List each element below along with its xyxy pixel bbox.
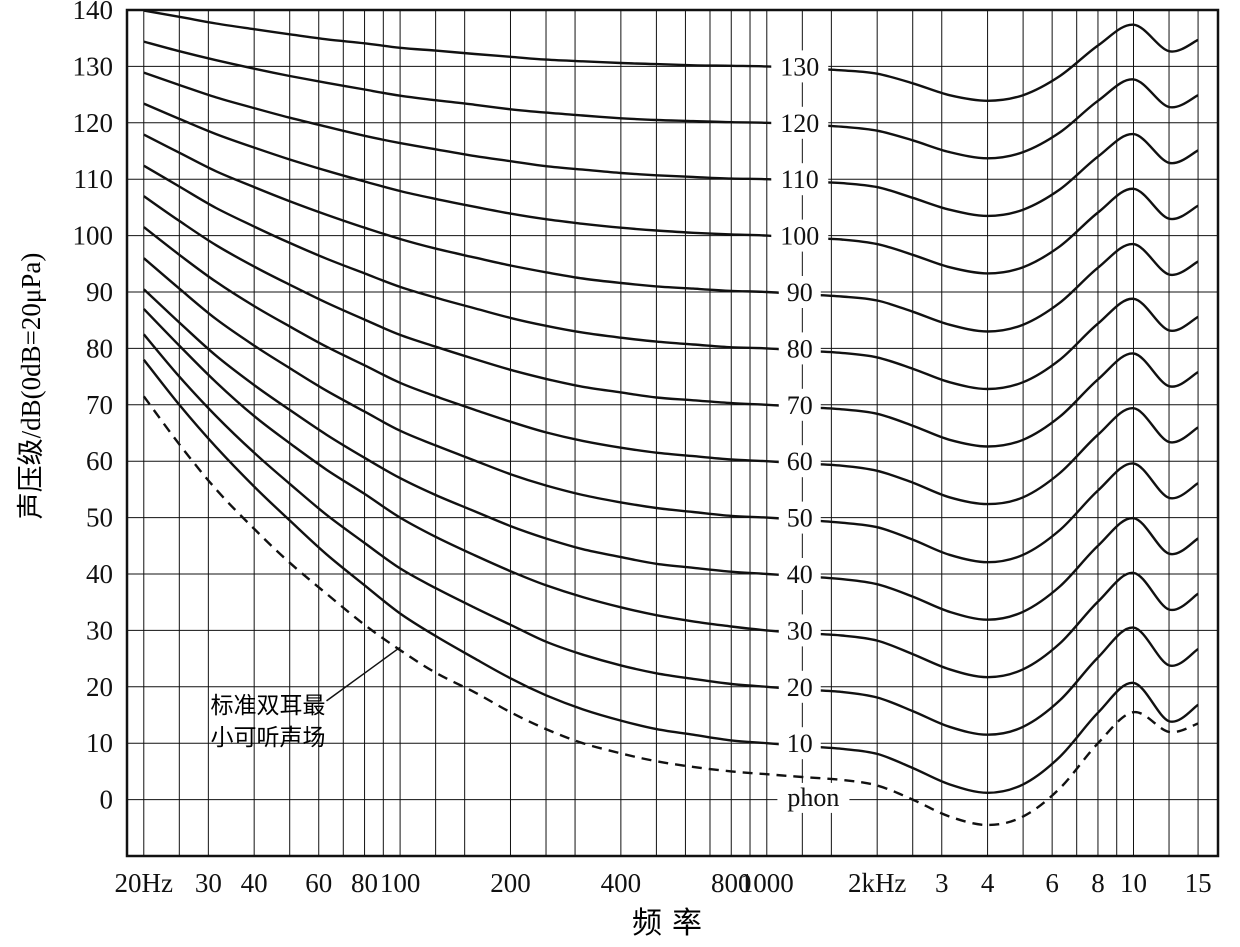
contour-20-phon [142,333,1199,736]
curve-label-10: 10 [787,729,813,758]
y-tick-10: 10 [86,728,113,758]
x-tick-400: 400 [601,868,642,898]
contour-30-phon [142,308,1199,679]
curve-label-30: 30 [787,616,813,645]
y-tick-40: 40 [86,559,113,589]
x-axis-title: 频率 [632,907,712,940]
curve-label-120: 120 [780,109,819,138]
y-tick-80: 80 [86,333,113,363]
y-tick-130: 130 [73,51,114,81]
curve-label-60: 60 [787,447,813,476]
axis-tick-labels: 0 10 20 30 40 50 60 70 80 90 100 110 120 130 140 20Hz 30… [73,0,1212,898]
x-tick-80: 80 [351,868,378,898]
y-tick-20: 20 [86,672,113,702]
maf-annotation: 标准双耳最 小可听声场 [183,690,353,754]
maf-annotation-line1: 标准双耳最 [210,693,326,718]
grid [127,9,1218,857]
x-tick-3000: 3 [935,868,949,898]
plot-frame [125,8,1220,858]
y-tick-120: 120 [73,108,114,138]
contour-70-phon [143,195,1199,448]
curve-label-20: 20 [787,673,813,702]
x-tick-4000: 4 [981,868,995,898]
curve-label-80: 80 [787,334,813,363]
y-axis-title: 声压级/dB(0dB=20μPa) [16,252,46,520]
x-tick-200: 200 [490,868,531,898]
curve-label-40: 40 [787,560,813,589]
x-tick-30: 30 [195,868,222,898]
y-tick-30: 30 [86,615,113,645]
contour-110-phon [143,71,1199,218]
x-tick-60: 60 [305,868,332,898]
maf-threshold-curve [142,395,1199,827]
y-tick-50: 50 [86,503,113,533]
curve-label-110: 110 [781,165,819,194]
maf-annotation-line2: 小可听声场 [210,725,326,751]
x-tick-1000: 1000 [740,868,794,898]
curve-labels: 130 120 110 100 90 80 70 60 50 40 30 20 10 phon [771,50,850,813]
curve-label-50: 50 [787,504,813,533]
x-tick-2000: 2kHz [848,868,906,898]
curve-label-100: 100 [780,222,819,251]
contours [142,9,1199,827]
y-tick-0: 0 [100,785,114,815]
curve-label-90: 90 [787,278,813,307]
contour-90-phon [143,133,1199,333]
contour-80-phon [143,164,1199,391]
contour-130-phon [143,9,1199,103]
contour-40-phon [142,288,1199,621]
x-tick-40: 40 [241,868,268,898]
contour-50-phon [143,257,1199,564]
x-tick-10000: 10 [1120,868,1147,898]
contour-120-phon [143,40,1199,160]
y-tick-90: 90 [86,277,113,307]
x-tick-8000: 8 [1091,868,1105,898]
y-tick-60: 60 [86,446,113,476]
x-tick-100: 100 [380,868,421,898]
curve-label-70: 70 [787,391,813,420]
x-tick-15000: 15 [1185,868,1212,898]
x-tick-20: 20Hz [115,868,173,898]
y-tick-140: 140 [73,0,114,25]
y-tick-110: 110 [74,164,114,194]
x-tick-800: 800 [711,868,752,898]
y-tick-100: 100 [73,221,114,251]
annotation-leader-line [326,646,401,702]
contour-10-phon [142,358,1199,795]
x-tick-6000: 6 [1045,868,1059,898]
contour-100-phon [143,102,1199,275]
contour-60-phon [143,226,1199,506]
curve-label-130: 130 [780,52,819,81]
y-tick-70: 70 [86,390,113,420]
phon-unit-label: phon [787,783,839,812]
